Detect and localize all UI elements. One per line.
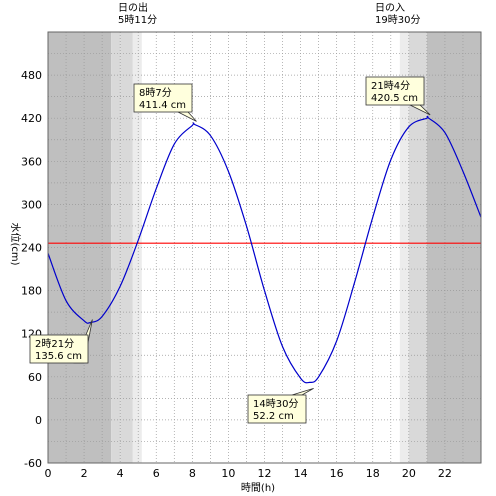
callout-time: 2時21分 [35,338,74,350]
x-tick-label: 2 [81,467,88,480]
callout-value: 135.6 cm [35,351,82,362]
shade-band-twilight [111,32,121,463]
x-tick-label: 10 [221,467,235,480]
y-tick-label: -60 [24,457,42,470]
x-tick-labels: 0 2 4 6 8 10 12 14 16 18 20 22 [45,467,452,480]
y-tick-label: 240 [21,242,42,255]
x-axis-label: 時間(h) [241,482,275,494]
plot-frame [47,31,482,464]
y-tick-label: 180 [21,285,42,298]
sunrise-label: 日の出 [118,1,148,14]
x-tick-label: 18 [366,467,380,480]
y-tick-label: 0 [35,414,42,427]
callout-value: 420.5 cm [371,93,418,104]
y-tick-label: 60 [28,371,42,384]
x-tick-label: 12 [258,467,272,480]
y-tick-label: 420 [21,112,42,125]
x-tick-label: 22 [438,467,452,480]
grid-lines [48,32,481,463]
x-tick-label: 16 [330,467,344,480]
shade-band-dawn_edge [399,32,409,463]
y-axis-label: 水位(cm) [9,222,22,265]
callout-time: 8時7分 [139,87,172,99]
callout-time: 21時4分 [371,80,410,92]
y-tick-label: 300 [21,198,42,211]
tide-curve [47,115,482,384]
shade-band-dawn_edge [132,32,142,463]
x-tick-label: 6 [153,467,160,480]
sunset-label: 日の入 [375,3,405,14]
x-tick-label: 0 [45,467,52,480]
callout-value: 52.2 cm [253,411,294,422]
x-tick-label: 8 [189,467,196,480]
sunrise-time: 5時11分 [118,14,157,26]
callout-value: 411.4 cm [139,100,186,111]
y-tick-label: 360 [21,155,42,168]
shade-band-night [48,32,112,463]
callout-time: 14時30分 [253,398,298,410]
x-tick-label: 4 [117,467,124,480]
sunset-time: 19時30分 [375,14,420,26]
x-tick-label: 20 [402,467,416,480]
y-tick-label: 480 [21,69,42,82]
x-tick-label: 14 [294,467,308,480]
